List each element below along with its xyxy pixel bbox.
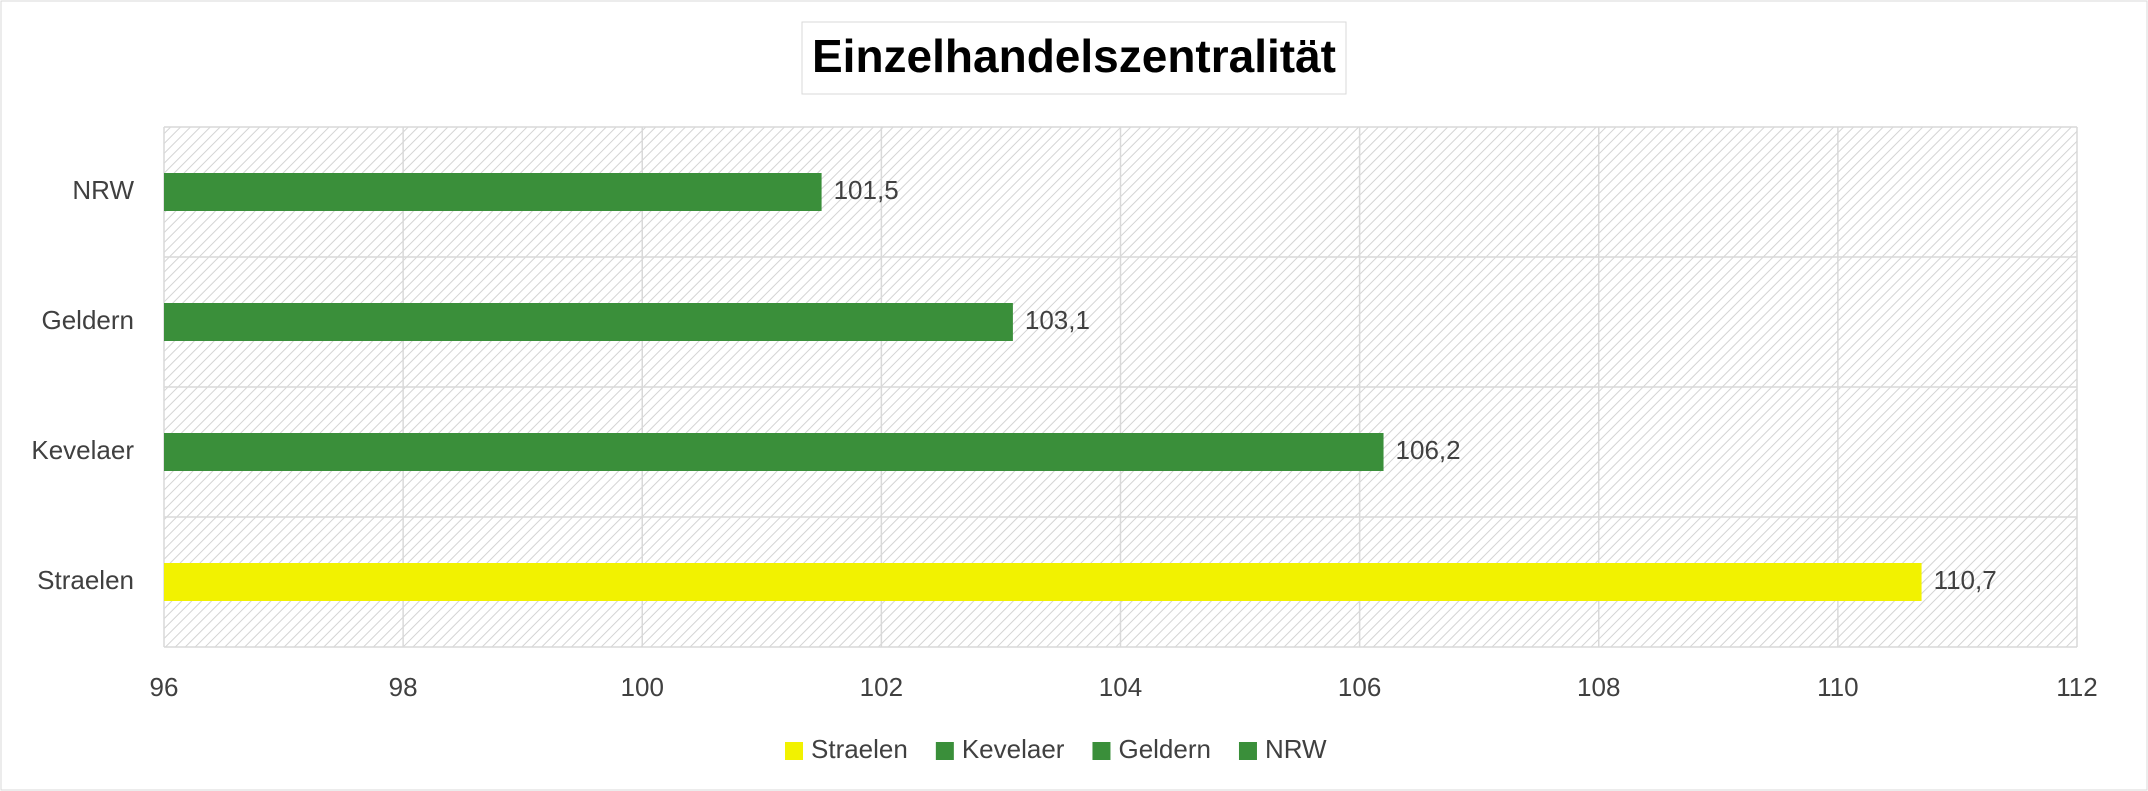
bar <box>164 433 1384 471</box>
x-tick-label: 108 <box>1577 672 1620 702</box>
y-tick-label: NRW <box>72 175 134 205</box>
legend-label: NRW <box>1265 734 1327 764</box>
value-label: 101,5 <box>834 175 899 205</box>
bar <box>164 173 822 211</box>
x-tick-label: 96 <box>150 672 179 702</box>
legend-swatch <box>1238 742 1257 760</box>
value-label: 103,1 <box>1025 305 1090 335</box>
legend-swatch <box>1092 742 1111 760</box>
x-tick-label: 110 <box>1817 672 1858 702</box>
legend-label: Straelen <box>811 734 908 764</box>
title-box <box>801 21 1347 95</box>
x-tick-label: 102 <box>860 672 903 702</box>
y-tick-label: Geldern <box>42 305 135 335</box>
x-tick-label: 106 <box>1338 672 1381 702</box>
x-tick-label: 98 <box>389 672 418 702</box>
legend-swatch <box>785 742 803 760</box>
chart-title: Einzelhandelszentralität <box>812 30 1336 82</box>
value-label: 106,2 <box>1396 435 1461 465</box>
legend-label: Kevelaer <box>962 734 1065 764</box>
x-tick-label: 104 <box>1099 672 1142 702</box>
legend-label: Geldern <box>1118 734 1211 764</box>
bar <box>164 563 1922 601</box>
x-tick-label: 100 <box>621 672 664 702</box>
legend-swatch <box>935 742 954 760</box>
y-tick-label: Kevelaer <box>31 435 134 465</box>
y-tick-label: Straelen <box>37 565 134 595</box>
value-label: 110,7 <box>1934 565 1997 595</box>
x-tick-label: 112 <box>2056 672 2097 702</box>
bar <box>164 303 1013 341</box>
